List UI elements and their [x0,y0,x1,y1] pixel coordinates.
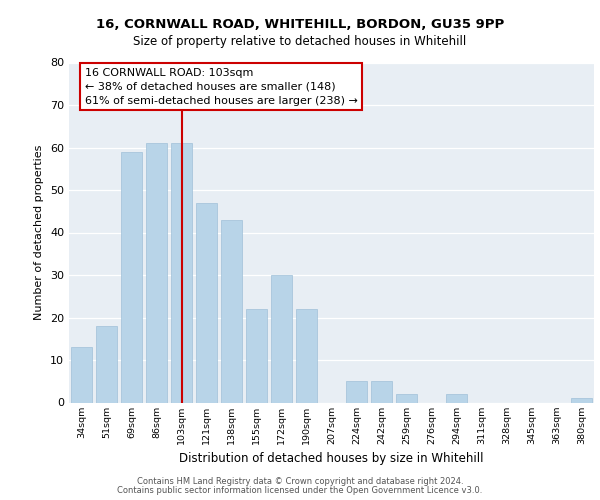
Bar [171,143,192,403]
Bar [446,394,467,402]
Text: 16 CORNWALL ROAD: 103sqm
← 38% of detached houses are smaller (148)
61% of semi-: 16 CORNWALL ROAD: 103sqm ← 38% of detach… [85,68,358,106]
Bar [371,381,392,402]
Text: 16, CORNWALL ROAD, WHITEHILL, BORDON, GU35 9PP: 16, CORNWALL ROAD, WHITEHILL, BORDON, GU… [96,18,504,30]
Bar [96,326,117,402]
Bar [221,220,242,402]
Y-axis label: Number of detached properties: Number of detached properties [34,145,44,320]
Bar [396,394,417,402]
X-axis label: Distribution of detached houses by size in Whitehill: Distribution of detached houses by size … [179,452,484,465]
Bar [71,347,92,403]
Bar [121,152,142,403]
Text: Size of property relative to detached houses in Whitehill: Size of property relative to detached ho… [133,35,467,48]
Bar [346,381,367,402]
Bar [146,143,167,403]
Bar [271,275,292,402]
Text: Contains HM Land Registry data © Crown copyright and database right 2024.: Contains HM Land Registry data © Crown c… [137,477,463,486]
Bar [196,203,217,402]
Bar [571,398,592,402]
Bar [296,309,317,402]
Text: Contains public sector information licensed under the Open Government Licence v3: Contains public sector information licen… [118,486,482,495]
Bar [246,309,267,402]
